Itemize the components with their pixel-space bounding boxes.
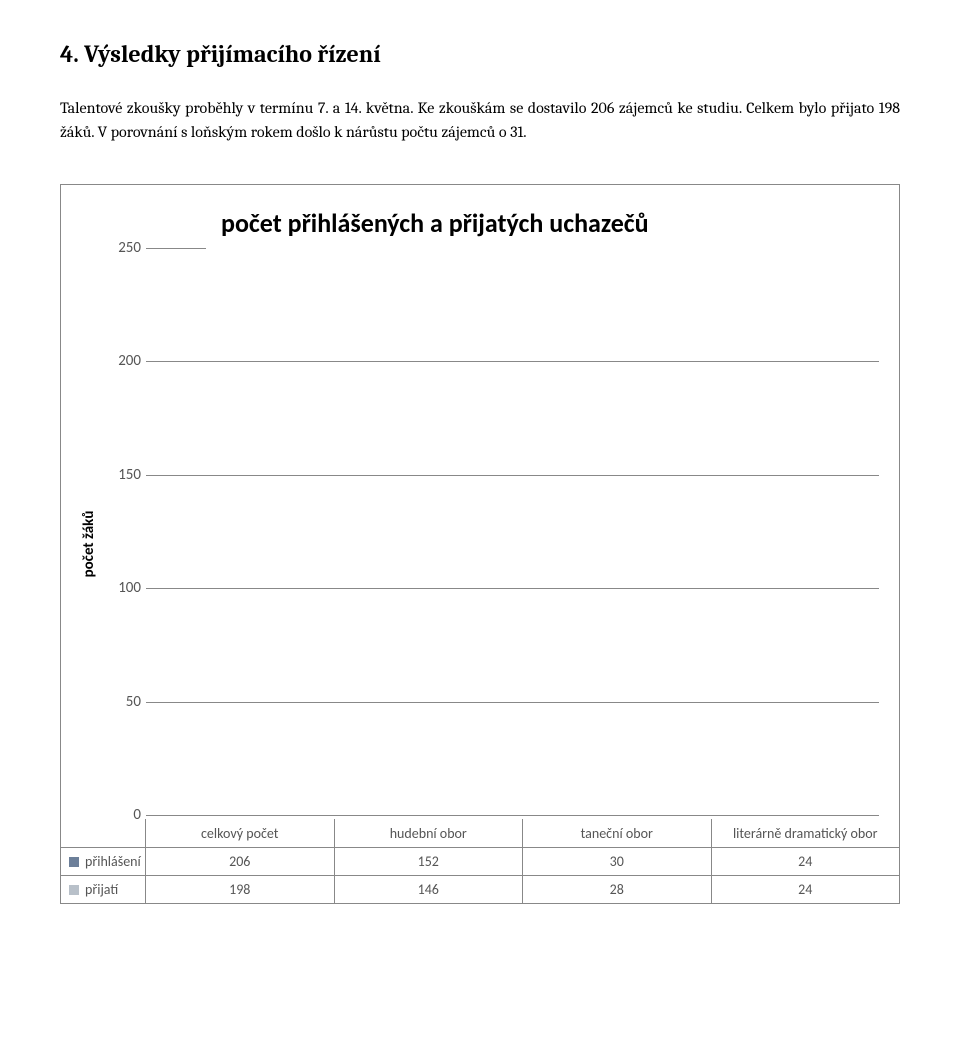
legend-label: přihlášení [85, 853, 141, 870]
legend-cell: přijatí [61, 875, 146, 903]
category-header: literárně dramatický obor [712, 819, 900, 847]
data-cell: 198 [146, 875, 335, 903]
chart-plot-area: 050100150200250 [146, 248, 879, 815]
legend-swatch [69, 885, 79, 895]
table-row: celkový počethudební obortaneční oborlit… [61, 819, 899, 847]
ytick-label: 150 [101, 466, 141, 484]
gridline [146, 815, 879, 816]
gridline [146, 361, 879, 362]
data-cell: 206 [146, 847, 335, 875]
ytick-label: 50 [101, 693, 141, 711]
legend-swatch [69, 857, 79, 867]
legend-cell: přihlášení [61, 847, 146, 875]
legend-label: přijatí [85, 881, 118, 898]
section-heading: 4. Výsledky přijímacího řízení [60, 40, 900, 68]
table-cell [61, 819, 146, 847]
data-cell: 24 [712, 875, 900, 903]
table-row: přijatí 1981462824 [61, 875, 899, 903]
chart-title: počet přihlášených a přijatých uchazečů [221, 207, 879, 239]
gridline [146, 475, 879, 476]
ytick-label: 100 [101, 579, 141, 597]
data-cell: 28 [523, 875, 712, 903]
chart-data-table: celkový počethudební obortaneční oborlit… [61, 819, 899, 903]
chart-container: počet přihlášených a přijatých uchazečů … [60, 184, 900, 904]
data-cell: 24 [712, 847, 900, 875]
gridline [146, 702, 879, 703]
intro-paragraph: Talentové zkoušky proběhly v termínu 7. … [60, 96, 900, 144]
gridline [146, 588, 879, 589]
ytick-label: 200 [101, 352, 141, 370]
category-header: taneční obor [523, 819, 712, 847]
data-cell: 152 [335, 847, 524, 875]
category-header: hudební obor [335, 819, 524, 847]
ytick-label: 250 [101, 239, 141, 257]
table-row: přihlášení 2061523024 [61, 847, 899, 875]
chart-ylabel: počet žáků [80, 511, 98, 578]
data-cell: 146 [335, 875, 524, 903]
category-header: celkový počet [146, 819, 335, 847]
data-cell: 30 [523, 847, 712, 875]
